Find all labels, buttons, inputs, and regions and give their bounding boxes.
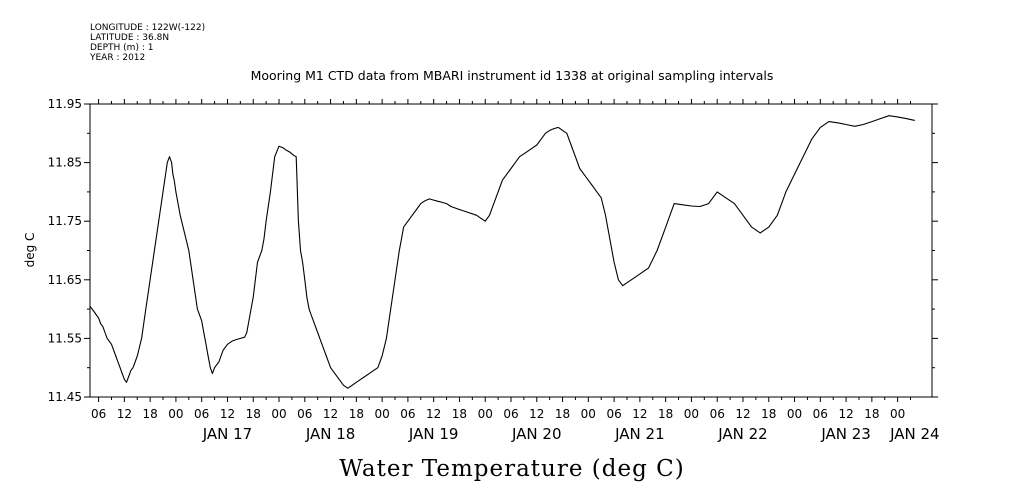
x-hour-label: 12 xyxy=(529,407,544,421)
y-tick-label: 11.75 xyxy=(48,214,82,228)
y-tick-label: 11.45 xyxy=(48,390,82,404)
y-tick-label: 11.95 xyxy=(48,97,82,111)
x-hour-label: 00 xyxy=(684,407,699,421)
x-date-label: JAN 23 xyxy=(820,425,871,443)
x-date-label: JAN 18 xyxy=(305,425,356,443)
latitude-label: LATITUDE : 36.8N xyxy=(90,33,169,43)
x-hour-label: 18 xyxy=(246,407,261,421)
x-hour-label: 00 xyxy=(168,407,183,421)
x-hour-label: 12 xyxy=(220,407,235,421)
x-hour-label: 18 xyxy=(349,407,364,421)
y-axis: 11.45 11.55 11.65 11.75 11.85 11.95 xyxy=(48,97,938,404)
x-hour-label: 12 xyxy=(632,407,647,421)
plot-frame xyxy=(89,103,933,398)
x-hour-label: 00 xyxy=(890,407,905,421)
x-date-label: JAN 17 xyxy=(202,425,253,443)
x-axis: 06 12 18 00 06 12 18 00 06 12 18 00 06 12 18 00 06 12 18 00… xyxy=(91,99,940,443)
x-date-label: JAN 20 xyxy=(511,425,562,443)
x-hour-label: 18 xyxy=(658,407,673,421)
x-hour-label: 06 xyxy=(91,407,106,421)
x-hour-label: 06 xyxy=(606,407,621,421)
x-hour-label: 12 xyxy=(426,407,441,421)
x-hour-label: 12 xyxy=(323,407,338,421)
series-layer xyxy=(89,115,915,389)
x-hour-label: 00 xyxy=(374,407,389,421)
x-date-label: JAN 19 xyxy=(408,425,459,443)
x-hour-label: 00 xyxy=(787,407,802,421)
x-hour-label: 18 xyxy=(143,407,158,421)
x-hour-label: 18 xyxy=(864,407,879,421)
temperature-series-line xyxy=(89,115,915,389)
x-hour-label: 00 xyxy=(581,407,596,421)
x-hour-label: 18 xyxy=(555,407,570,421)
x-hour-label: 06 xyxy=(400,407,415,421)
x-hour-label: 12 xyxy=(735,407,750,421)
x-hour-label: 06 xyxy=(297,407,312,421)
y-tick-label: 11.65 xyxy=(48,273,82,287)
chart-title: Mooring M1 CTD data from MBARI instrumen… xyxy=(251,68,774,83)
x-hour-label: 06 xyxy=(710,407,725,421)
x-date-label: JAN 24 xyxy=(889,425,940,443)
x-axis-label: Water Temperature (deg C) xyxy=(339,456,684,482)
header-meta: LONGITUDE : 122W(-122) LATITUDE : 36.8N … xyxy=(89,23,205,63)
x-hour-label: 06 xyxy=(503,407,518,421)
x-hour-label: 12 xyxy=(117,407,132,421)
x-hour-label: 12 xyxy=(838,407,853,421)
x-hour-label: 18 xyxy=(761,407,776,421)
x-date-label: JAN 21 xyxy=(614,425,665,443)
x-hour-label: 00 xyxy=(478,407,493,421)
year-label: YEAR : 2012 xyxy=(89,53,145,63)
x-hour-label: 06 xyxy=(813,407,828,421)
x-date-label: JAN 22 xyxy=(717,425,768,443)
x-hour-label: 06 xyxy=(194,407,209,421)
depth-label: DEPTH (m) : 1 xyxy=(90,43,153,53)
y-tick-label: 11.85 xyxy=(48,156,82,170)
x-hour-label: 18 xyxy=(452,407,467,421)
x-hour-label: 00 xyxy=(271,407,286,421)
y-tick-label: 11.55 xyxy=(48,331,82,345)
y-axis-label: deg C xyxy=(23,233,37,268)
longitude-label: LONGITUDE : 122W(-122) xyxy=(90,23,205,33)
